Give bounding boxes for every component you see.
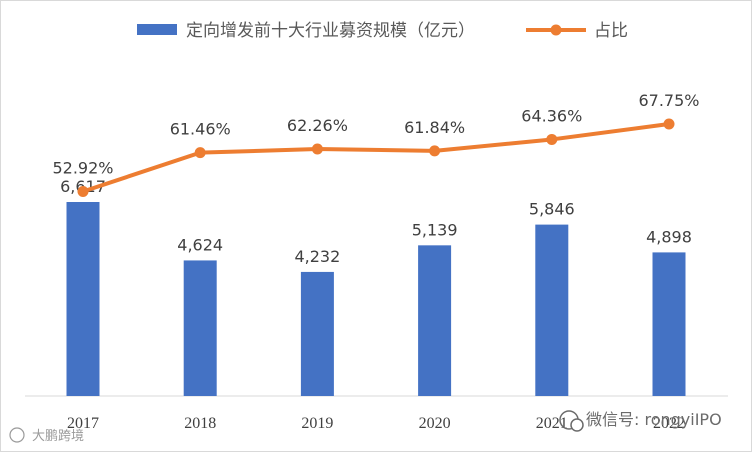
pct-label-2022: 67.75%	[638, 91, 699, 110]
corner-watermark-text: 大鹏跨境	[32, 429, 84, 444]
bar-label-2022: 4,898	[646, 227, 692, 246]
bar-label-2018: 4,624	[177, 235, 223, 254]
wechat-watermark-text: 微信号: rongyiIPO	[586, 410, 722, 429]
wechat-watermark: 微信号: rongyiIPO	[559, 410, 722, 432]
line-point-2017	[77, 186, 89, 197]
bar-2018	[183, 260, 217, 396]
bar-label-2019: 4,232	[294, 247, 340, 266]
x-tick-2019: 2019	[301, 415, 333, 432]
pct-label-2020: 61.84%	[404, 118, 465, 137]
line-point-2021	[546, 133, 558, 145]
bars	[66, 202, 686, 396]
bar-label-2020: 5,139	[412, 220, 458, 239]
pct-labels: 52.92% 61.46% 62.26% 61.84% 64.36% 67.75%	[52, 91, 699, 177]
pct-label-2018: 61.46%	[170, 120, 231, 139]
legend-swatch-marker	[550, 24, 562, 36]
corner-logo-icon	[9, 427, 25, 443]
legend: 定向增发前十大行业募资规模（亿元） 占比	[137, 21, 628, 41]
corner-watermark: 大鹏跨境	[9, 427, 84, 444]
x-tick-2020: 2020	[419, 415, 451, 432]
ratio-line	[82, 122, 670, 194]
bar-2017	[66, 202, 100, 396]
legend-label-bar: 定向增发前十大行业募资规模（亿元）	[186, 21, 475, 41]
pct-label-2017: 52.92%	[52, 159, 113, 178]
bar-2020	[418, 245, 452, 396]
x-tick-2017: 2017	[67, 415, 99, 432]
line-markers	[77, 118, 675, 197]
x-tick-2021: 2021	[536, 415, 568, 432]
line-point-2022	[663, 118, 675, 130]
legend-swatch-bar	[137, 24, 177, 35]
bar-2022	[652, 252, 686, 396]
pct-label-2021: 64.36%	[521, 106, 582, 125]
line-point-2019	[311, 143, 323, 155]
pct-label-2019: 62.26%	[287, 116, 348, 135]
bar-label-2021: 5,846	[529, 200, 575, 219]
legend-label-line: 占比	[594, 21, 628, 41]
wechat-icon-small	[570, 418, 584, 432]
x-tick-2018: 2018	[184, 415, 216, 432]
line-point-2020	[429, 145, 441, 157]
x-tick-2022: 2022	[653, 415, 685, 432]
bar-2021	[535, 224, 569, 396]
line-point-2018	[194, 147, 206, 159]
bar-2019	[300, 271, 334, 396]
